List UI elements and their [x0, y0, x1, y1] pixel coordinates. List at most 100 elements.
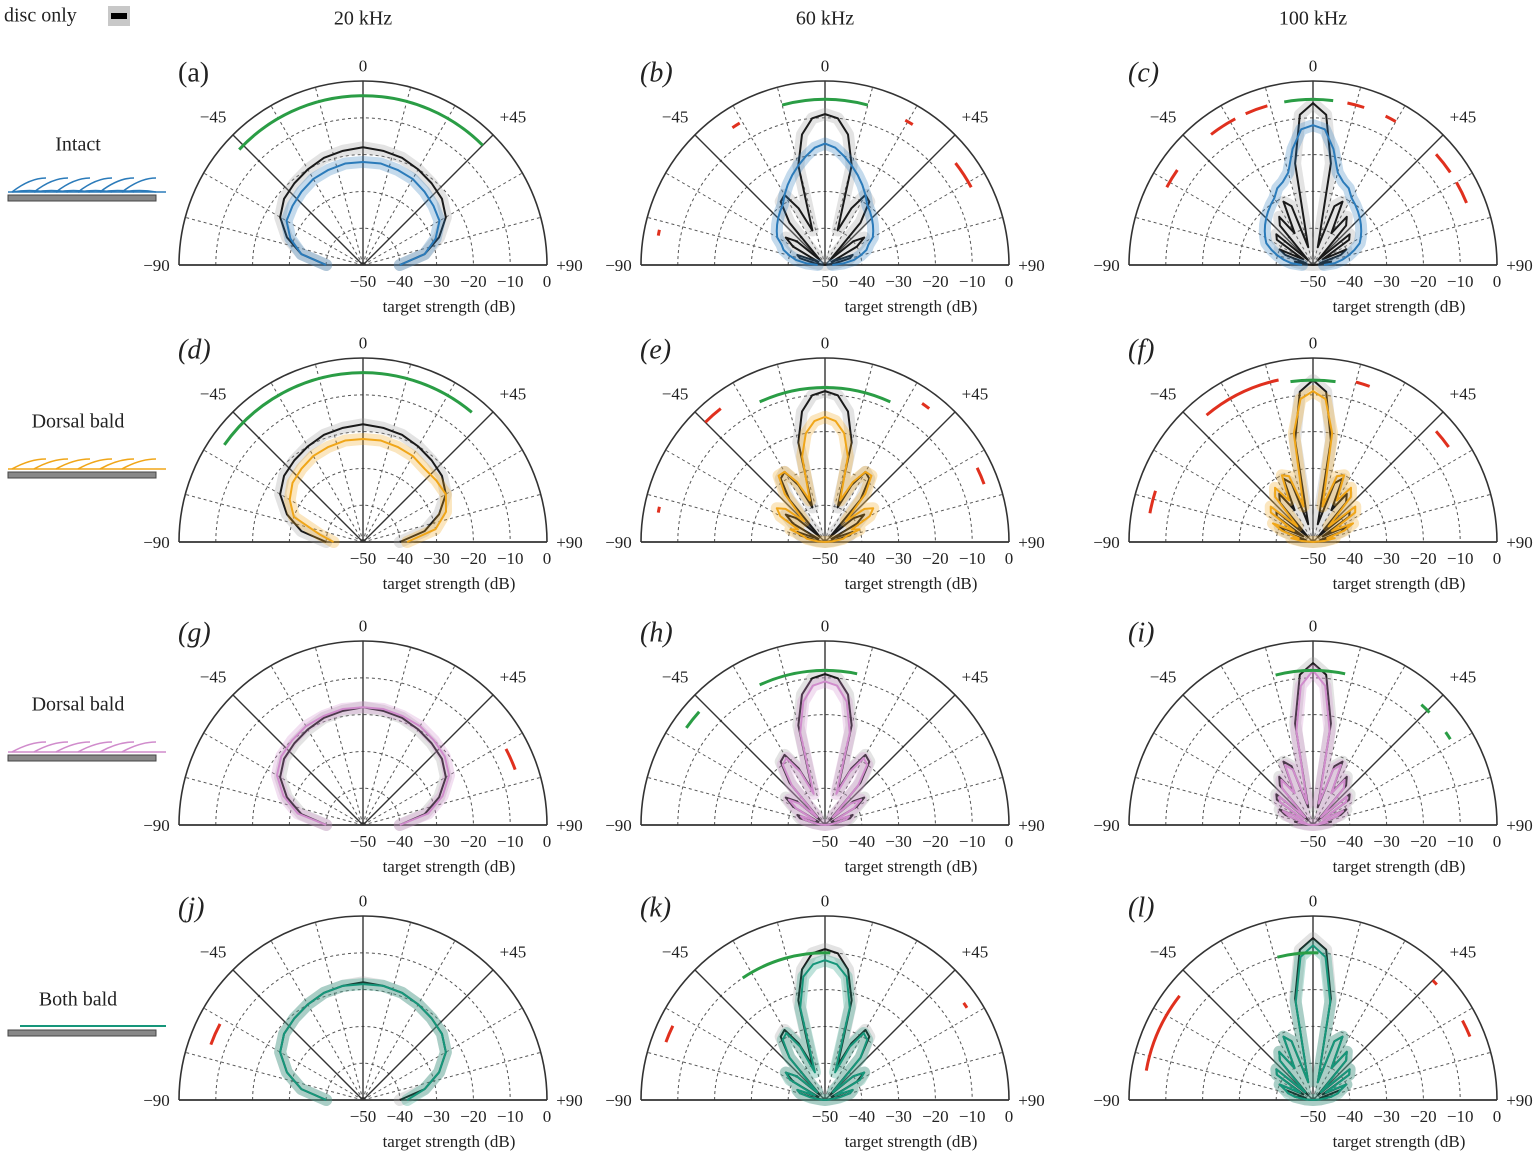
panel-title: (l) [1128, 892, 1154, 923]
scale-icon [77, 177, 113, 193]
theta-tick-label: −45 [200, 384, 227, 403]
theta-tick-label: −45 [1150, 942, 1177, 961]
theta-grid-line [1264, 364, 1314, 543]
significance-arc [1165, 169, 1179, 188]
theta-grid-line [1312, 922, 1362, 1101]
theta-grid-line [203, 1007, 364, 1101]
r-grid-circle [1202, 714, 1424, 826]
r-tick-label: −10 [1447, 832, 1474, 851]
theta-grid-line [362, 172, 523, 266]
r-tick-label: −10 [1447, 1107, 1474, 1126]
theta-tick-line [232, 411, 364, 543]
theta-grid-line [824, 105, 918, 266]
row-label: Both bald [39, 989, 117, 1011]
theta-tick-label: −90 [143, 256, 170, 275]
r-tick-label: 0 [1005, 272, 1014, 291]
r-tick-label: −10 [959, 832, 986, 851]
theta-tick-label: 0 [359, 617, 368, 636]
r-tick-label: −20 [460, 1107, 487, 1126]
scale-icon [11, 177, 47, 193]
significance-arc [954, 162, 973, 188]
theta-tick-line [1312, 694, 1444, 826]
theta-grid-line [647, 493, 826, 543]
significance-arc [704, 407, 722, 424]
theta-tick-label: −90 [605, 533, 632, 552]
theta-grid-line [362, 1051, 541, 1101]
significance-arc [1347, 101, 1365, 109]
r-grid-circle [1165, 677, 1461, 826]
theta-grid-line [362, 665, 456, 826]
r-axis-label: target strength (dB) [845, 1132, 978, 1151]
theta-tick-line [232, 694, 364, 826]
series-line [781, 680, 869, 826]
series-line [779, 673, 871, 826]
theta-tick-line [1182, 411, 1314, 543]
theta-grid-line [362, 922, 412, 1101]
significance-arc [975, 467, 986, 485]
theta-grid-line [362, 493, 541, 543]
theta-tick-line [824, 694, 956, 826]
scale-icon [55, 741, 91, 753]
r-tick-label: −30 [423, 272, 450, 291]
scale-icon [33, 458, 69, 470]
legend-swatch [111, 13, 127, 19]
r-tick-label: −30 [885, 832, 912, 851]
r-tick-label: −50 [1300, 1107, 1327, 1126]
substrate-icon [7, 754, 157, 762]
theta-tick-label: −45 [200, 107, 227, 126]
significance-arc [1277, 951, 1319, 959]
r-tick-label: −50 [350, 832, 377, 851]
theta-grid-line [824, 382, 918, 543]
theta-grid-line [1312, 364, 1362, 543]
series-line [279, 983, 447, 1101]
panel-title: (j) [178, 892, 204, 923]
theta-tick-label: 0 [1309, 892, 1318, 911]
theta-tick-label: −45 [1150, 667, 1177, 686]
series-line [1263, 124, 1363, 266]
r-tick-label: −50 [350, 272, 377, 291]
scale-icon [121, 458, 157, 470]
series-line [288, 437, 447, 543]
theta-grid-line [1312, 216, 1491, 266]
scale-icon [55, 177, 91, 193]
r-tick-label: −20 [922, 549, 949, 568]
r-tick-label: −10 [959, 549, 986, 568]
significance-arc [1455, 181, 1468, 204]
series-line [1275, 937, 1351, 1101]
theta-grid-line [1312, 382, 1406, 543]
significance-arc [731, 121, 741, 129]
theta-grid-line [647, 216, 826, 266]
theta-tick-label: 0 [821, 617, 830, 636]
theta-tick-label: −45 [1150, 107, 1177, 126]
r-tick-label: −40 [387, 1107, 414, 1126]
panel-title: (e) [640, 334, 671, 365]
r-grid-circle [215, 952, 511, 1101]
r-grid-circle [1202, 989, 1424, 1101]
theta-tick-line [694, 134, 826, 266]
panel-title: (c) [1128, 57, 1159, 88]
theta-grid-line [270, 940, 364, 1101]
significance-arc [1461, 1019, 1472, 1038]
panel-title: (h) [640, 617, 673, 648]
theta-tick-label: +90 [1506, 533, 1533, 552]
theta-tick-label: +90 [556, 533, 583, 552]
theta-tick-line [824, 969, 956, 1101]
theta-tick-label: +90 [1506, 1091, 1533, 1110]
r-tick-label: 0 [1493, 832, 1502, 851]
theta-grid-line [314, 922, 364, 1101]
r-tick-label: −40 [849, 549, 876, 568]
r-tick-label: −10 [497, 832, 524, 851]
theta-grid-line [1153, 172, 1314, 266]
theta-tick-label: −45 [662, 667, 689, 686]
theta-tick-label: −90 [605, 816, 632, 835]
significance-arc [1431, 979, 1438, 986]
theta-grid-line [1135, 216, 1314, 266]
series-line [779, 113, 871, 266]
significance-arc [1355, 380, 1371, 388]
theta-tick-label: +45 [1450, 942, 1477, 961]
significance-arc [1205, 378, 1279, 417]
row-label: Intact [55, 134, 101, 156]
r-tick-label: −50 [812, 549, 839, 568]
panel-title: (k) [640, 892, 671, 923]
